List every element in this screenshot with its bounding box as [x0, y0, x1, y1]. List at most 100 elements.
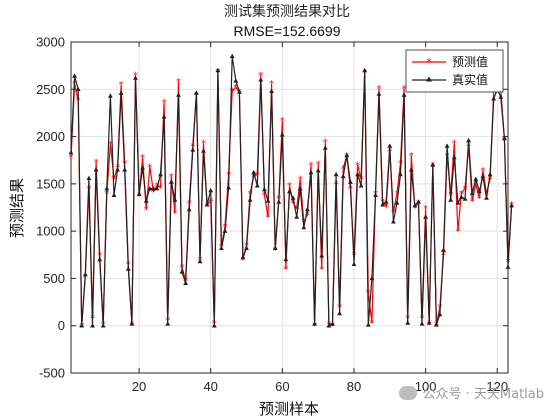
- x-tick-label: 100: [415, 379, 437, 394]
- y-axis-label: 预测结果: [8, 178, 26, 238]
- data-point-actual: [430, 162, 436, 167]
- data-point-actual: [484, 195, 489, 200]
- data-point-actual: [179, 269, 185, 274]
- data-point-actual: [419, 321, 425, 326]
- data-point-actual: [229, 53, 235, 58]
- data-point-actual: [204, 202, 210, 207]
- data-point-actual: [68, 150, 74, 155]
- data-point-actual: [462, 196, 468, 201]
- data-point-actual: [351, 261, 357, 266]
- data-point-actual: [466, 137, 471, 143]
- data-point-actual: [469, 190, 475, 196]
- data-point-actual: [322, 145, 328, 150]
- data-point-actual: [122, 167, 128, 172]
- data-point-actual: [480, 173, 486, 179]
- data-point-actual: [79, 323, 85, 328]
- data-point-actual: [426, 320, 432, 325]
- data-point-actual: [226, 185, 231, 190]
- data-point-actual: [269, 88, 274, 93]
- data-point-predicted: *: [266, 213, 271, 224]
- data-point-actual: [118, 90, 124, 95]
- data-point-actual: [165, 321, 171, 326]
- data-point-actual: [154, 186, 160, 191]
- data-point-actual: [208, 187, 214, 193]
- legend-marker-predicted: *: [426, 56, 432, 69]
- y-tick-label: 1500: [36, 176, 65, 191]
- data-point-actual: [308, 169, 314, 175]
- chart-subtitle: RMSE=152.6699: [233, 23, 340, 39]
- data-point-actual: [244, 245, 249, 250]
- data-point-actual: [140, 165, 145, 170]
- data-point-actual: [262, 186, 267, 192]
- x-tick-label: 20: [132, 379, 146, 394]
- data-point-actual: [129, 321, 135, 326]
- data-point-predicted: *: [172, 209, 177, 220]
- data-point-actual: [265, 198, 271, 203]
- data-point-actual: [90, 323, 95, 328]
- data-point-actual: [387, 143, 393, 148]
- data-point-actual: [72, 73, 77, 78]
- data-point-actual: [405, 320, 411, 325]
- data-point-actual: [172, 197, 178, 202]
- data-point-predicted: *: [459, 189, 464, 200]
- data-point-actual: [487, 171, 493, 177]
- y-tick-label: 500: [43, 271, 65, 286]
- data-point-actual: [294, 214, 300, 219]
- grid: [71, 41, 508, 374]
- data-point-actual: [373, 192, 378, 197]
- data-point-actual: [369, 275, 375, 281]
- plot-area: [70, 41, 509, 374]
- data-point-actual: [240, 255, 246, 260]
- data-point-actual: [340, 173, 346, 179]
- data-point-actual: [86, 175, 92, 180]
- data-point-predicted: *: [233, 83, 238, 94]
- data-point-actual: [305, 206, 310, 212]
- data-point-actual: [380, 202, 385, 207]
- axis-ticks: -500 0 500 1000 1500 2000 2500 3000 20 40 60 80 100 1…: [36, 35, 508, 395]
- data-point-predicted: *: [452, 139, 457, 150]
- data-point-actual: [416, 199, 421, 204]
- data-point-predicted: *: [488, 175, 493, 186]
- data-point-actual: [219, 245, 224, 250]
- data-point-actual: [151, 186, 156, 191]
- data-point-predicted: *: [384, 202, 389, 213]
- data-point-actual: [197, 258, 203, 264]
- data-point-actual: [502, 135, 507, 141]
- data-point-predicted: *: [94, 158, 99, 169]
- data-point-predicted: *: [377, 84, 382, 95]
- data-point-actual: [176, 92, 181, 97]
- data-point-actual: [115, 167, 120, 172]
- data-point-actual: [455, 200, 461, 205]
- data-point-predicted: *: [323, 138, 328, 149]
- data-point-predicted: *: [230, 87, 235, 98]
- data-point-predicted: *: [309, 160, 314, 171]
- data-point-actual: [254, 183, 260, 188]
- data-point-actual: [194, 90, 199, 95]
- data-point-actual: [283, 256, 289, 262]
- data-point-predicted: *: [140, 153, 145, 164]
- data-point-actual: [211, 323, 217, 328]
- data-point-actual: [355, 171, 360, 177]
- data-point-predicted: *: [480, 166, 485, 177]
- series-line-1: [70, 56, 513, 327]
- data-point-actual: [505, 264, 511, 269]
- data-point-predicted: *: [330, 321, 335, 332]
- data-point-actual: [319, 253, 325, 258]
- legend: * 预测值 真实值: [405, 49, 504, 93]
- data-point-predicted: *: [176, 77, 181, 88]
- data-point-actual: [315, 168, 321, 173]
- y-tick-label: 2000: [36, 129, 65, 144]
- data-point-predicted: *: [248, 189, 253, 200]
- data-point-actual: [365, 322, 371, 327]
- data-point-predicted: *: [341, 164, 346, 175]
- data-point-actual: [448, 197, 454, 202]
- watermark-text: 公众号 · 天天Matlab: [422, 387, 544, 402]
- data-point-predicted: *: [119, 80, 124, 91]
- data-point-predicted: *: [316, 160, 321, 171]
- series-1: [68, 53, 514, 328]
- data-point-actual: [391, 219, 396, 224]
- data-point-predicted: *: [312, 321, 317, 332]
- data-point-actual: [301, 224, 307, 230]
- data-point-actual: [233, 78, 239, 83]
- data-point-predicted: *: [269, 79, 274, 90]
